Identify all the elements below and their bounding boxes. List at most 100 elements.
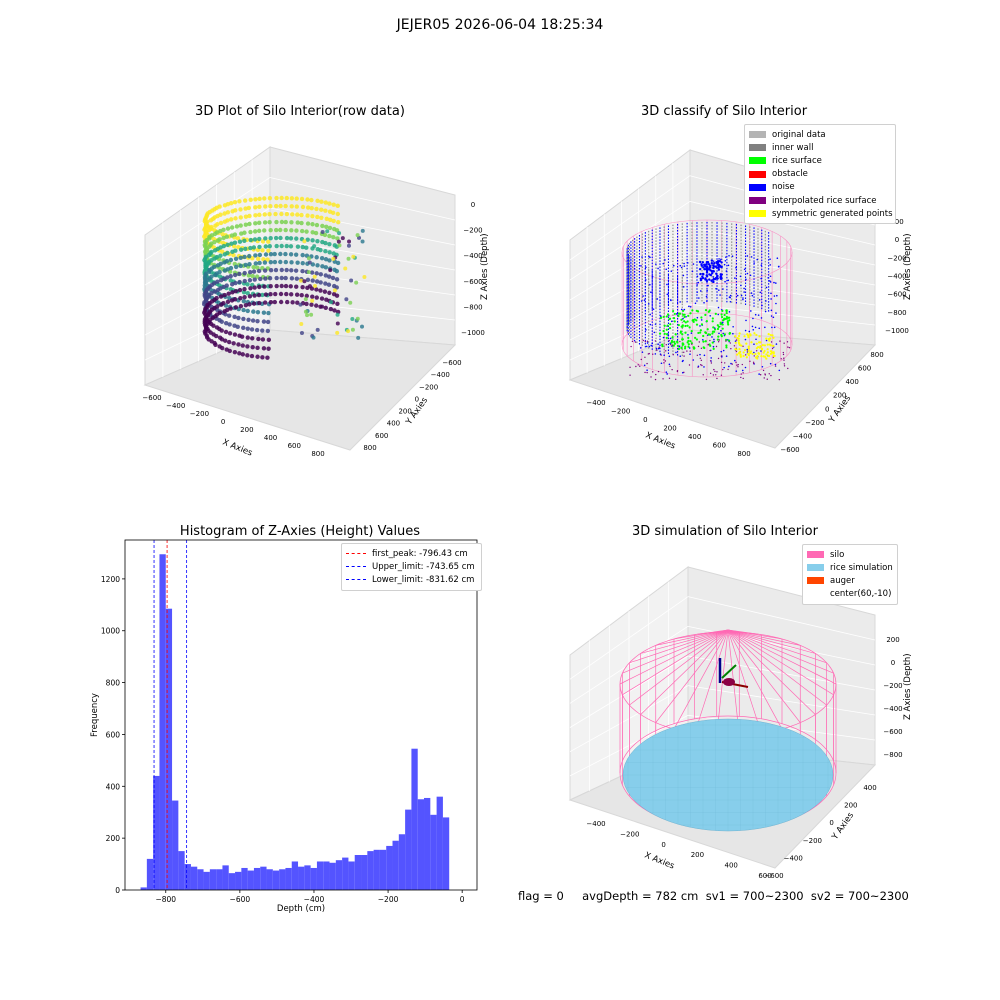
p4-y-tick: 400: [863, 784, 876, 792]
histogram-bar: [298, 866, 305, 890]
p4-x-tick: 600: [758, 872, 771, 880]
p4-y-tick: −400: [784, 854, 803, 862]
legend-label: obstacle: [772, 169, 808, 180]
p1-zlabel: Z Axies (Depth): [480, 233, 490, 300]
p1-y-tick: 600: [375, 432, 388, 440]
p1-z-tick: −1000: [461, 329, 485, 337]
panel2-title: 3D classify of Silo Interior: [640, 104, 808, 119]
histogram-bar: [354, 855, 362, 890]
histogram-bar: [291, 861, 299, 890]
p4-z-tick: 0: [891, 659, 895, 667]
panel2-legend: original data inner wall rice surface obsta…: [744, 124, 896, 225]
p1-y-tick: 200: [398, 408, 411, 416]
p2-y-tick: −600: [780, 446, 799, 454]
histogram-bar: [342, 857, 349, 890]
p4-x-tick: 400: [725, 862, 738, 870]
histogram-bar: [235, 871, 242, 890]
legend-label: auger: [830, 575, 855, 586]
p2-x-tick: 400: [688, 433, 701, 441]
histogram-bar: [197, 869, 204, 890]
legend-swatch: [807, 564, 824, 572]
histogram-legend-item: Lower_limit: -831.62 cm: [346, 573, 477, 586]
p2-y-tick: 400: [845, 378, 858, 386]
p2-z-tick: 200: [890, 218, 903, 226]
legend-label: original data: [772, 129, 826, 140]
status-footer: flag = 0 avgDepth = 782 cm sv1 = 700~230…: [518, 889, 909, 903]
histogram-bar: [316, 861, 324, 890]
histogram-y-tick: 800: [106, 679, 121, 688]
p4-x-tick: 200: [691, 851, 704, 859]
p4-legend-item: rice simulation: [807, 561, 893, 574]
histogram-bar: [386, 845, 393, 890]
auger-marker: [718, 658, 749, 688]
p4-z-tick: −400: [883, 705, 902, 713]
histogram-y-tick: 400: [106, 782, 121, 791]
histogram-bar: [253, 867, 261, 890]
legend-line-swatch: [346, 553, 366, 555]
p4-legend-item: silo: [807, 548, 893, 561]
histogram-bar: [272, 870, 280, 890]
p4-z-tick: −800: [883, 751, 902, 759]
legend-label: first_peak: -796.43 cm: [372, 548, 468, 559]
histogram-bar: [209, 869, 217, 890]
histogram-bar: [405, 809, 412, 890]
histogram-bar: [424, 797, 431, 890]
histogram-bar: [178, 851, 185, 890]
p1-x-tick: 600: [288, 442, 301, 450]
p1-x-tick: −200: [190, 410, 209, 418]
p1-x-tick: 200: [240, 426, 253, 434]
histogram-bar: [411, 748, 418, 890]
p2-legend-item: obstacle: [749, 168, 891, 181]
histogram-bar: [279, 869, 286, 890]
p4-zlabel: Z Axies (Depth): [903, 653, 913, 720]
histogram-bar: [329, 862, 336, 890]
p4-y-tick: −200: [803, 837, 822, 845]
histogram-bar: [203, 871, 210, 890]
p2-legend-item: symmetric generated points: [749, 207, 893, 220]
histogram-bar: [367, 851, 374, 890]
p1-z-tick: −600: [463, 278, 482, 286]
p1-z-tick: 0: [471, 201, 475, 209]
p4-x-tick: −400: [586, 820, 605, 828]
histogram-bar: [379, 849, 387, 890]
histogram-bar: [266, 869, 273, 890]
histogram-bar: [190, 866, 198, 890]
p1-x-tick: 0: [221, 418, 225, 426]
histogram-legend: first_peak: -796.43 cm Upper_limit: -743.…: [341, 543, 482, 591]
p2-x-tick: 200: [663, 425, 676, 433]
histogram-bar: [228, 873, 236, 890]
p2-x-tick: 800: [737, 450, 750, 458]
p4-y-tick: 200: [844, 802, 857, 810]
histogram-x-tick: −800: [155, 895, 176, 904]
histogram-bar: [348, 861, 355, 890]
figure-title: JEJER05 2026-06-04 18:25:34: [396, 17, 604, 33]
histogram-ylabel: Frequency: [90, 693, 100, 737]
histogram-bar: [310, 867, 317, 890]
histogram-bar: [247, 870, 254, 890]
histogram-x-tick: 0: [460, 895, 465, 904]
p2-z-tick: −800: [887, 309, 906, 317]
histogram-y-tick: 1200: [101, 575, 120, 584]
p2-z-tick: −600: [887, 291, 906, 299]
histogram-y-tick: 1000: [101, 627, 120, 636]
histogram-legend-item: first_peak: -796.43 cm: [346, 547, 477, 560]
legend-label: interpolated rice surface: [772, 195, 877, 206]
p4-legend-item: auger: [807, 574, 893, 587]
p2-z-tick: −1000: [885, 327, 909, 335]
histogram-bar: [241, 867, 248, 890]
p4-y-tick: 0: [829, 819, 833, 827]
histogram-bar: [140, 887, 147, 890]
p2-y-tick: 200: [833, 392, 846, 400]
p2-z-tick: −400: [887, 273, 906, 281]
p2-x-tick: −400: [586, 399, 605, 407]
p1-x-tick: 400: [264, 434, 277, 442]
legend-label: noise: [772, 182, 795, 193]
histogram-y-tick: 600: [106, 730, 121, 739]
histogram-bar: [398, 834, 406, 890]
histogram-bar: [304, 865, 311, 890]
p1-z-tick: −800: [463, 303, 482, 311]
legend-swatch: [749, 131, 766, 139]
histogram-y-tick: 200: [106, 834, 121, 843]
